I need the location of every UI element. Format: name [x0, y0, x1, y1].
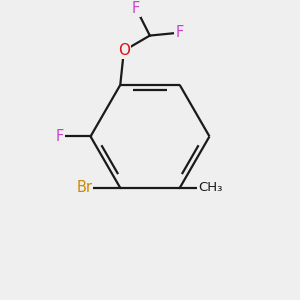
- Text: CH₃: CH₃: [198, 182, 223, 194]
- Text: F: F: [132, 1, 140, 16]
- Text: O: O: [118, 43, 130, 58]
- Text: F: F: [56, 129, 64, 144]
- Text: Br: Br: [76, 180, 92, 195]
- Text: F: F: [175, 25, 184, 40]
